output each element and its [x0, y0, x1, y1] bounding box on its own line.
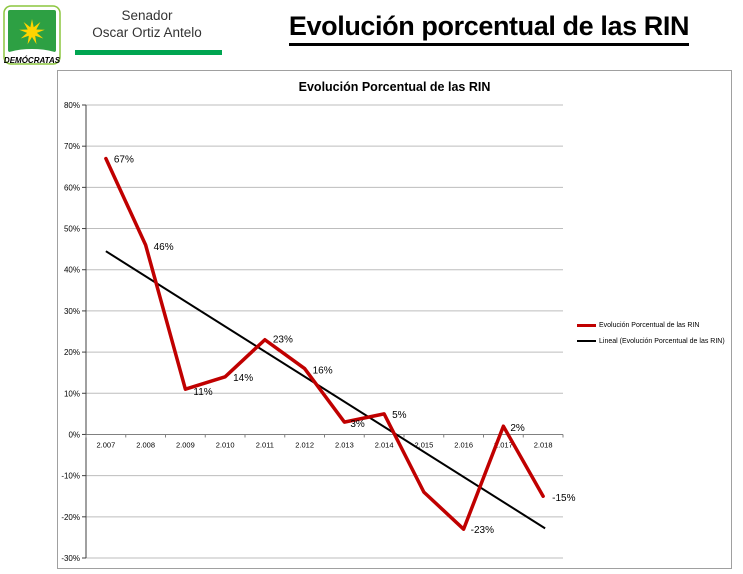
legend-label-trend: Lineal (Evolución Porcentual de las RIN)	[599, 337, 725, 345]
x-tick-label: 2.011	[256, 440, 274, 449]
y-tick-label: 30%	[64, 307, 80, 316]
y-tick-label: 0%	[68, 430, 80, 439]
y-tick-label: 20%	[64, 348, 80, 357]
senator-title: Senador	[121, 8, 173, 23]
y-tick-label: -30%	[61, 554, 80, 563]
data-label: -23%	[471, 525, 494, 536]
y-tick-label: 80%	[64, 101, 80, 110]
data-label: 2%	[510, 423, 525, 434]
x-tick-label: 2.018	[534, 440, 553, 449]
y-tick-label: 40%	[64, 266, 80, 275]
data-label: 3%	[350, 419, 365, 430]
x-tick-label: 2.015	[414, 440, 433, 449]
page-title: Evolución porcentual de las RIN	[238, 11, 740, 46]
democratas-logo: DEMÓCRATAS	[3, 5, 61, 65]
star-icon	[19, 19, 45, 45]
chart-title: Evolución Porcentual de las RIN	[298, 80, 491, 94]
data-label: 16%	[313, 366, 333, 377]
data-label: 67%	[114, 155, 134, 166]
senator-block: Senador Oscar Ortiz Antelo	[58, 7, 236, 41]
y-tick-label: -20%	[61, 513, 80, 522]
x-tick-label: 2.014	[375, 440, 394, 449]
legend-item-trendline: Lineal (Evolución Porcentual de las RIN)	[577, 336, 725, 346]
logo-wordmark: DEMÓCRATAS	[4, 56, 61, 65]
chart-legend: Evolución Porcentual de las RIN Lineal (…	[577, 320, 725, 352]
data-label: 11%	[193, 387, 212, 398]
data-label: 23%	[273, 335, 293, 346]
x-tick-label: 2.012	[295, 440, 314, 449]
x-tick-label: 2.007	[96, 440, 115, 449]
x-tick-label: 2.013	[335, 440, 354, 449]
rin-series-line	[104, 156, 545, 531]
trendline	[105, 250, 546, 530]
legend-black-line-swatch	[577, 340, 596, 342]
legend-red-line-swatch	[577, 323, 596, 327]
chart-container: Evolución Porcentual de las RIN 80% 70% 60…	[57, 70, 732, 569]
x-tick-label: 2.016	[454, 440, 473, 449]
data-label: 5%	[392, 410, 407, 421]
y-tick-label: 70%	[64, 142, 80, 151]
data-label: -15%	[552, 493, 575, 504]
legend-item-rin-series: Evolución Porcentual de las RIN	[577, 320, 725, 330]
page-title-text: Evolución porcentual de las RIN	[288, 11, 689, 46]
legend-label-rin: Evolución Porcentual de las RIN	[599, 321, 700, 329]
x-tick-label: 2.008	[136, 440, 155, 449]
y-tick-label: 10%	[64, 389, 80, 398]
green-divider-bar	[75, 50, 222, 55]
x-tick-label: 2.017	[494, 440, 513, 449]
y-tick-label: 60%	[64, 183, 80, 192]
y-tick-label: -10%	[61, 472, 80, 481]
data-label: 46%	[154, 242, 174, 253]
chart-plot-area: 80% 70% 60% 50% 40% 30% 20% 10% 0% -10% -20% -30% 2.…	[61, 101, 575, 563]
y-tick-label: 50%	[64, 225, 80, 234]
senator-name: Oscar Ortiz Antelo	[92, 25, 202, 40]
x-tick-label: 2.009	[176, 440, 195, 449]
data-label: 14%	[233, 373, 253, 384]
x-tick-label: 2.010	[216, 440, 235, 449]
